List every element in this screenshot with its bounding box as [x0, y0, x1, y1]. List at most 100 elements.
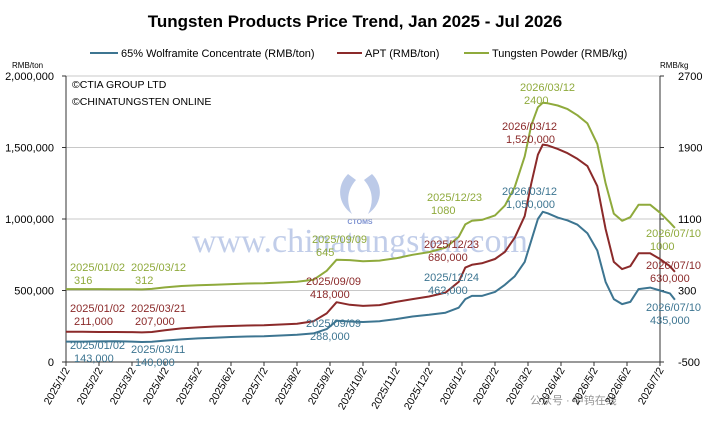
chart-title: Tungsten Products Price Trend, Jan 2025 … [148, 12, 562, 31]
annotation-date: 2026/07/10 [646, 228, 701, 240]
annotation-date: 2025/09/09 [306, 276, 361, 288]
x-tick-label: 2026/7/2 [636, 365, 667, 407]
annotation-date: 2025/09/09 [306, 318, 361, 330]
legend-label-apt: APT (RMB/ton) [365, 48, 439, 60]
annotation-value: 1000 [650, 241, 674, 253]
annotation-date: 2025/03/12 [131, 262, 186, 274]
annotation-value: 143,000 [74, 353, 114, 365]
x-tick-label: 2025/12/2 [402, 365, 436, 412]
right-y-tick-label: 1900 [678, 143, 702, 155]
annotation-value: 1,520,000 [506, 134, 555, 146]
x-tick-label: 2025/4/2 [141, 365, 172, 407]
annotation-date: 2025/01/02 [70, 303, 125, 315]
annotation-date: 2025/12/24 [424, 272, 479, 284]
x-tick-label: 2025/11/2 [369, 365, 402, 411]
annotation-value: 680,000 [428, 252, 468, 264]
footer-watermark: 公众号 · 中钨在线 [530, 393, 617, 407]
copyright-block: ©CTIA GROUP LTD ©CHINATUNGSTEN ONLINE [72, 79, 211, 108]
annotation-date: 2026/03/12 [502, 186, 557, 198]
annotation-value: 316 [74, 275, 92, 287]
series-line-0 [66, 210, 676, 343]
right-y-tick-label: 2700 [678, 71, 702, 83]
copyright-line-1: ©CTIA GROUP LTD [72, 79, 167, 91]
annotation-value: 288,000 [310, 331, 350, 343]
left-y-tick-label: 1,500,000 [5, 143, 54, 155]
legend-label-wolframite: 65% Wolframite Concentrate (RMB/ton) [121, 48, 315, 60]
x-tick-label: 2025/1/2 [42, 365, 73, 407]
annotation-value: 312 [135, 275, 153, 287]
annotation-date: 2025/03/11 [131, 344, 185, 356]
x-tick-label: 2025/7/2 [240, 365, 271, 407]
left-y-tick-label: 500,000 [14, 286, 54, 298]
annotation-value: 211,000 [74, 316, 113, 328]
x-tick-label: 2026/2/2 [471, 365, 502, 407]
annotation-value: 140,000 [135, 357, 175, 369]
legend: 65% Wolframite Concentrate (RMB/ton) APT… [90, 48, 627, 60]
left-y-tick-label: 1,000,000 [5, 214, 54, 226]
annotation-date: 2025/09/09 [312, 234, 367, 246]
right-y-axis: -500 300 1100 1900 2700 [660, 71, 702, 369]
annotation-date: 2026/07/10 [646, 260, 701, 272]
annotation-date: 2025/12/23 [424, 239, 479, 251]
x-tick-label: 2026/1/2 [438, 365, 469, 407]
annotation-value: 418,000 [310, 289, 350, 301]
legend-item-apt: APT (RMB/ton) [337, 48, 439, 60]
watermark-text: www.chinatungsten.com [192, 223, 528, 260]
x-tick-label: 2025/6/2 [207, 365, 238, 407]
annotation: 2026/03/121,050,000 [502, 186, 557, 211]
left-y-tick-label: 0 [48, 357, 54, 369]
x-tick-label: 2025/3/2 [108, 365, 139, 407]
annotation-value: 630,000 [650, 273, 690, 285]
copyright-line-2: ©CHINATUNGSTEN ONLINE [72, 96, 211, 108]
legend-label-tungsten-powder: Tungsten Powder (RMB/kg) [492, 48, 627, 60]
x-tick-label: 2025/8/2 [273, 365, 304, 407]
right-axis-unit: RMB/kg [660, 61, 688, 70]
right-y-tick-label: -500 [678, 357, 700, 369]
watermark-logo: CTOMS [340, 174, 380, 226]
annotation-date: 2025/01/02 [70, 340, 125, 352]
annotation-value: 462,000 [428, 285, 468, 297]
watermark: CTOMS www.chinatungsten.com 公众号 · 中钨在线 [192, 174, 617, 407]
legend-item-wolframite: 65% Wolframite Concentrate (RMB/ton) [90, 48, 315, 60]
x-tick-label: 2026/6/2 [603, 365, 634, 407]
annotation-value: 645 [316, 247, 334, 259]
annotation-date: 2026/03/12 [502, 121, 557, 133]
annotation: 2026/03/121,520,000 [502, 121, 557, 146]
annotation-value: 2400 [524, 95, 548, 107]
annotation-date: 2025/03/21 [131, 303, 186, 315]
right-y-tick-label: 1100 [678, 214, 702, 226]
left-y-tick-label: 2,000,000 [5, 71, 54, 83]
annotation-date: 2025/12/23 [427, 192, 482, 204]
annotation-value: 1080 [431, 205, 455, 217]
series-lines [66, 101, 676, 343]
x-tick-label: 2025/2/2 [75, 365, 106, 407]
annotation-date: 2026/03/12 [520, 82, 575, 94]
x-tick-label: 2025/10/2 [336, 365, 370, 412]
annotation-value: 207,000 [135, 316, 175, 328]
annotation-value: 435,000 [650, 315, 690, 327]
annotation-value: 1,050,000 [506, 199, 555, 211]
x-tick-label: 2025/9/2 [306, 365, 337, 407]
annotation-date: 2025/01/02 [70, 262, 125, 274]
x-tick-label: 2025/5/2 [174, 365, 205, 407]
legend-item-tungsten-powder: Tungsten Powder (RMB/kg) [464, 48, 627, 60]
series-line-2 [66, 101, 676, 291]
watermark-logo-text: CTOMS [347, 219, 372, 226]
left-y-axis: 0 500,000 1,000,000 1,500,000 2,000,000 [5, 71, 66, 369]
annotations: 2025/01/023162025/03/123122025/09/096452… [70, 82, 701, 369]
